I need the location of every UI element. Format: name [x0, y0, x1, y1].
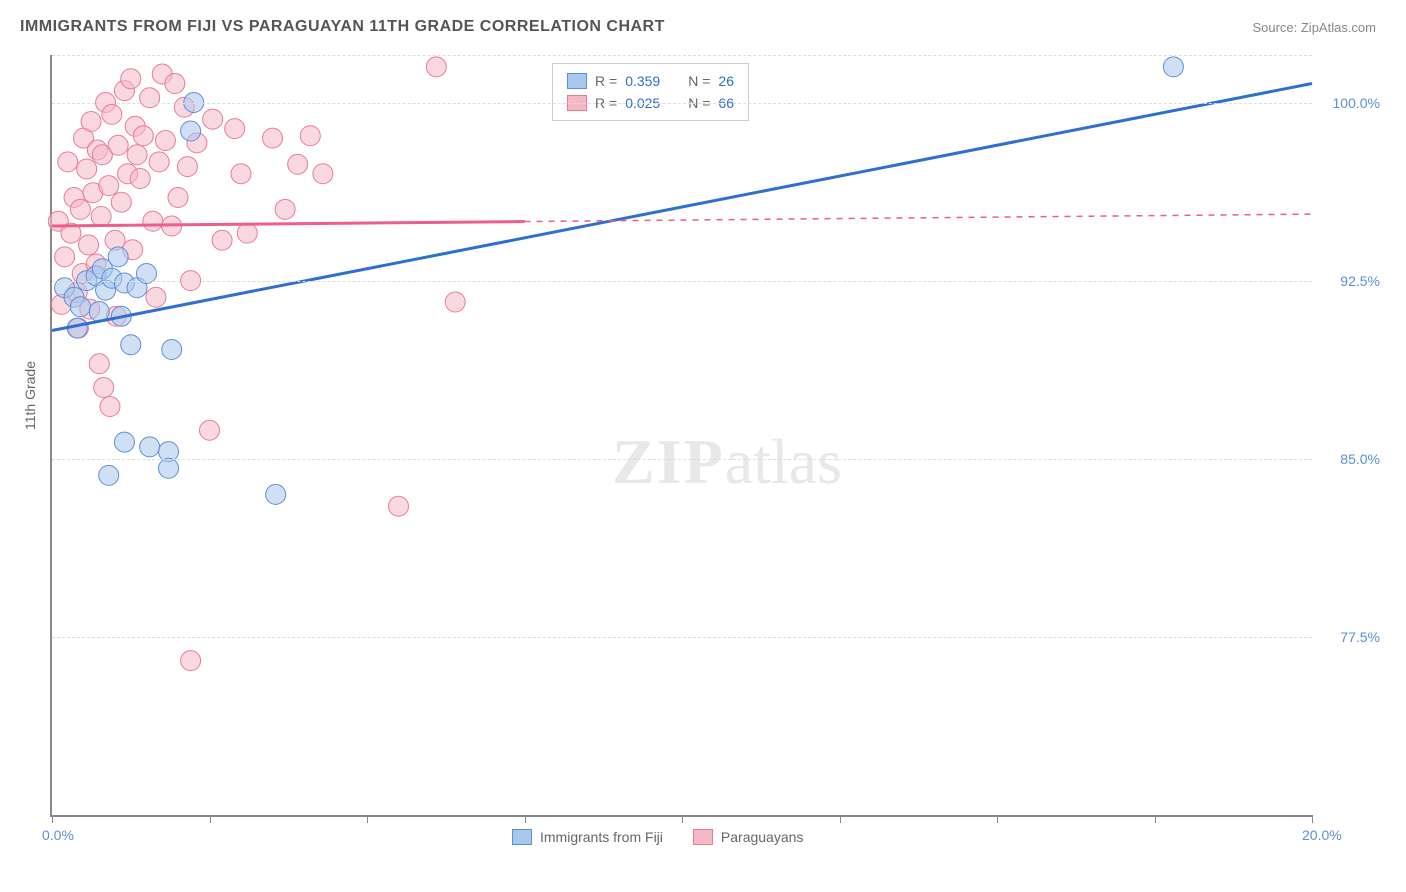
legend-label: Immigrants from Fiji	[540, 829, 663, 845]
scatter-point	[108, 135, 128, 155]
scatter-point	[111, 192, 131, 212]
x-tick	[1312, 815, 1313, 823]
scatter-point	[99, 176, 119, 196]
scatter-point	[70, 199, 90, 219]
regression-line	[52, 222, 525, 226]
scatter-point	[225, 119, 245, 139]
swatch-icon	[693, 829, 713, 845]
scatter-point	[143, 211, 163, 231]
legend-item-fiji: Immigrants from Fiji	[512, 829, 663, 845]
x-tick	[52, 815, 53, 823]
scatter-point	[237, 223, 257, 243]
scatter-point	[58, 152, 78, 172]
scatter-point	[165, 74, 185, 94]
legend-label: Paraguayans	[721, 829, 804, 845]
scatter-point	[288, 154, 308, 174]
x-tick	[1155, 815, 1156, 823]
scatter-point	[155, 131, 175, 151]
scatter-point	[162, 340, 182, 360]
scatter-point	[91, 207, 111, 227]
gridline	[52, 281, 1312, 282]
y-tick-label: 100.0%	[1333, 95, 1380, 111]
scatter-point	[121, 69, 141, 89]
x-tick-label: 0.0%	[42, 827, 74, 843]
scatter-point	[149, 152, 169, 172]
y-tick-label: 85.0%	[1340, 451, 1380, 467]
y-axis-label: 11th Grade	[22, 361, 38, 430]
swatch-icon	[512, 829, 532, 845]
scatter-point	[203, 109, 223, 129]
scatter-point	[127, 145, 147, 165]
scatter-svg	[52, 55, 1312, 815]
scatter-point	[177, 157, 197, 177]
gridline	[52, 103, 1312, 104]
scatter-point	[181, 651, 201, 671]
gridline	[52, 637, 1312, 638]
scatter-point	[181, 121, 201, 141]
scatter-point	[94, 378, 114, 398]
scatter-point	[140, 437, 160, 457]
chart-title: IMMIGRANTS FROM FIJI VS PARAGUAYAN 11TH …	[20, 18, 665, 36]
scatter-point	[130, 169, 150, 189]
gridline	[52, 55, 1312, 56]
scatter-point	[108, 247, 128, 267]
scatter-point	[89, 354, 109, 374]
x-tick	[525, 815, 526, 823]
gridline	[52, 459, 1312, 460]
scatter-point	[102, 104, 122, 124]
scatter-point	[313, 164, 333, 184]
scatter-point	[133, 126, 153, 146]
source-name: ZipAtlas.com	[1301, 20, 1376, 35]
scatter-point	[159, 458, 179, 478]
scatter-point	[70, 297, 90, 317]
x-tick	[210, 815, 211, 823]
scatter-point	[200, 420, 220, 440]
scatter-point	[275, 199, 295, 219]
scatter-point	[114, 432, 134, 452]
series-legend: Immigrants from Fiji Paraguayans	[512, 829, 803, 845]
y-tick-label: 77.5%	[1340, 629, 1380, 645]
scatter-point	[231, 164, 251, 184]
scatter-point	[263, 128, 283, 148]
x-tick	[840, 815, 841, 823]
scatter-point	[300, 126, 320, 146]
x-tick	[997, 815, 998, 823]
scatter-point	[212, 230, 232, 250]
scatter-point	[99, 465, 119, 485]
scatter-point	[140, 88, 160, 108]
chart-plot-area: ZIPatlas R = 0.359 N = 26 R = 0.025 N = …	[50, 55, 1312, 817]
source-prefix: Source:	[1252, 20, 1300, 35]
x-tick	[367, 815, 368, 823]
y-tick-label: 92.5%	[1340, 273, 1380, 289]
source-attribution: Source: ZipAtlas.com	[1252, 20, 1376, 35]
scatter-point	[168, 188, 188, 208]
scatter-point	[55, 247, 75, 267]
legend-item-paraguay: Paraguayans	[693, 829, 804, 845]
scatter-point	[266, 484, 286, 504]
scatter-point	[445, 292, 465, 312]
scatter-point	[1163, 57, 1183, 77]
scatter-point	[389, 496, 409, 516]
scatter-point	[77, 159, 97, 179]
scatter-point	[426, 57, 446, 77]
x-tick	[682, 815, 683, 823]
scatter-point	[121, 335, 141, 355]
scatter-point	[146, 287, 166, 307]
scatter-point	[81, 112, 101, 132]
x-tick-label: 20.0%	[1302, 827, 1342, 843]
scatter-point	[100, 397, 120, 417]
scatter-point	[79, 235, 99, 255]
